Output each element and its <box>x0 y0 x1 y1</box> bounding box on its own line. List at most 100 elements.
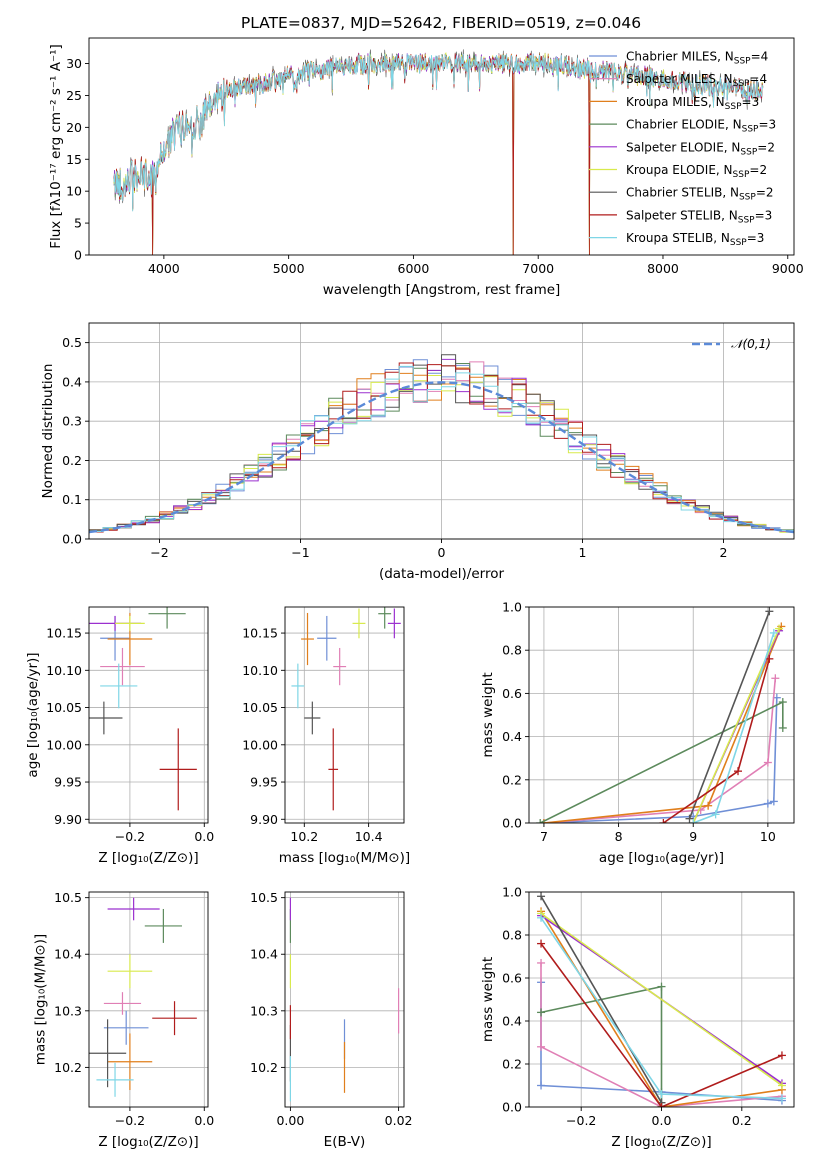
mass_vs_EBV-plot-area <box>289 897 400 1102</box>
spectrum-ytick-label: 10 <box>66 184 82 199</box>
legend-entry: Salpeter MILES, NSSP=4 <box>626 72 767 89</box>
weight_vs_Z-ytick-label: 0.6 <box>502 971 522 986</box>
mass_vs_EBV-xlabel: E(B-V) <box>324 1134 366 1150</box>
legend-entry-sub: SSP <box>738 215 755 225</box>
mass_vs_Z-point <box>103 992 142 1015</box>
weight_vs_age-marker <box>734 767 743 776</box>
spectrum-ytick-label: 5 <box>74 216 82 231</box>
spectrum-xtick-label: 9000 <box>772 261 804 276</box>
age_vs_Z-plot-area <box>89 607 197 811</box>
legend-entry-tail: =4 <box>749 72 767 86</box>
spectrum-ytick-label: 30 <box>66 56 82 71</box>
normal-reference-curve <box>89 381 794 534</box>
mass_vs_EBV-ytick-label: 10.5 <box>250 890 278 905</box>
residuals-xtick-label: −1 <box>291 545 309 560</box>
weight_vs_Z-series-line <box>540 943 783 1107</box>
weight_vs_Z-marker <box>537 939 546 948</box>
age_vs_Z-xtick-label: 0.0 <box>194 829 214 844</box>
weight_vs_age-marker <box>771 674 780 683</box>
residuals-ytick-label: 0.1 <box>62 492 82 507</box>
age_vs_Z-ytick-label: 10.10 <box>46 663 82 678</box>
mass_vs_Z-ytick-label: 10.5 <box>54 890 82 905</box>
legend-entry-base: Chabrier STELIB, N <box>626 186 739 200</box>
spectrum-xlabel: wavelength [Angstrom, rest frame] <box>323 282 561 298</box>
age_vs_mass-point <box>317 615 337 661</box>
legend-entry-tail: =3 <box>755 208 773 222</box>
weight_vs_age-xtick-label: 10 <box>760 829 776 844</box>
legend-entry-tail: =3 <box>742 95 760 109</box>
weight_vs_Z-ytick-label: 0.4 <box>502 1014 522 1029</box>
weight_vs_age-series-line <box>688 611 771 819</box>
spectrum-xtick-label: 5000 <box>273 261 305 276</box>
weight_vs_Z-marker <box>777 1094 786 1103</box>
residuals-frame <box>88 322 795 540</box>
mass_vs_EBV-ytick-label: 10.3 <box>250 1003 278 1018</box>
age_vs_Z-point <box>100 663 138 709</box>
age_vs_mass-point <box>291 663 305 709</box>
age_vs_Z-ytick-label: 9.95 <box>54 775 82 790</box>
residuals-xtick-label: 1 <box>579 545 587 560</box>
legend-entry-tail: =3 <box>747 231 765 245</box>
weight_vs_age-marker <box>775 624 784 633</box>
legend-entry-sub: SSP <box>730 238 747 248</box>
age_vs_mass-point <box>301 612 314 666</box>
weight_vs_Z-xtick-label: −0.2 <box>566 1113 596 1128</box>
mass_vs_Z-point <box>89 1019 127 1088</box>
age_vs_Z-point <box>148 607 186 629</box>
spectrum-xtick-label: 4000 <box>148 261 180 276</box>
legend-entry-tail: =2 <box>749 163 767 177</box>
legend-entry: Salpeter ELODIE, NSSP=2 <box>626 140 775 157</box>
weight_vs_Z-xtick-label: 0.0 <box>652 1113 672 1128</box>
legend-entry: Chabrier STELIB, NSSP=2 <box>626 186 774 203</box>
age_vs_Z-ytick-label: 10.00 <box>46 737 82 752</box>
mass_vs_Z-point <box>96 1062 134 1097</box>
weight_vs_age-frame <box>528 606 795 824</box>
weight_vs_age-marker <box>778 698 787 707</box>
legend-entry-sub: SSP <box>734 57 751 67</box>
age_vs_mass-ytick-label: 10.15 <box>242 626 278 641</box>
age_vs_Z-point <box>100 647 145 686</box>
weight_vs_Z-marker <box>537 913 546 922</box>
weight_vs_Z-marker <box>537 1008 546 1017</box>
weight_vs_Z-series-line <box>540 895 663 1104</box>
legend-entry-base: Salpeter MILES, N <box>626 72 733 86</box>
mass_vs_Z-point <box>152 1001 197 1036</box>
age_vs_Z-point <box>159 728 197 811</box>
weight_vs_age-series-line <box>543 626 783 823</box>
legend-entry-tail: =3 <box>758 118 776 132</box>
age_vs_mass-ytick-label: 10.00 <box>242 737 278 752</box>
age_vs_mass-axes: 10.2 10.4 9.90 9.95 10.00 10.05 10.10 10.15 mass… <box>242 606 410 866</box>
age_vs_mass-ytick-label: 9.95 <box>250 775 278 790</box>
spectrum-frame <box>88 37 795 256</box>
weight_vs_age-xtick-label: 7 <box>540 829 548 844</box>
residual-hist-step <box>89 365 794 534</box>
legend-entry-sub: SSP <box>733 170 750 180</box>
mass_vs_EBV-ytick-label: 10.4 <box>250 947 278 962</box>
age_vs_Z-xlabel: Z [log₁₀(Z/Z⊙)] <box>98 850 198 866</box>
age_vs_Z-axes: −0.2 0.0 9.90 9.95 10.00 10.05 10.10 10.15 Z [lo… <box>25 606 214 866</box>
weight_vs_age-marker <box>765 654 774 663</box>
weight_vs_Z-xlabel: Z [log₁₀(Z/Z⊙)] <box>611 1134 711 1150</box>
legend-entry: Chabrier MILES, NSSP=4 <box>626 50 768 67</box>
spectrum-series-line <box>113 53 764 212</box>
residuals-xtick-label: 0 <box>438 545 446 560</box>
mass_vs_Z-axes: −0.2 0.0 10.2 10.3 10.4 10.5 Z [log₁₀(Z/Z⊙)] ma… <box>33 890 215 1150</box>
spectrum-axes: 4000 5000 6000 7000 8000 9000 0 5 10 15 20 25 30 wave… <box>48 37 804 298</box>
residuals-xlabel: (data-model)/error <box>379 566 505 582</box>
weight_vs_Z-plot-area <box>537 892 786 1107</box>
weight_vs_age-ytick-label: 0.8 <box>502 643 522 658</box>
spectrum-plot-area <box>113 49 764 255</box>
residuals-ylabel: Normed distribution <box>40 364 56 499</box>
mass_vs_Z-ylabel: mass [log₁₀(M/M⊙)] <box>33 934 49 1065</box>
weight_vs_age-marker <box>763 758 772 767</box>
weight_vs_Z-ylabel: mass weight <box>480 957 496 1042</box>
residuals-ytick-label: 0.4 <box>62 374 82 389</box>
weight_vs_age-marker <box>765 607 774 616</box>
age_vs_mass-point <box>378 607 392 629</box>
age_vs_mass-frame <box>284 606 405 824</box>
legend-entry-tail: =4 <box>751 50 769 64</box>
mass_vs_Z-ytick-label: 10.4 <box>54 947 82 962</box>
residuals-ytick-label: 0.2 <box>62 453 82 468</box>
mass_vs_Z-xtick-label: 0.0 <box>194 1113 214 1128</box>
figure-title: PLATE=0837, MJD=52642, FIBERID=0519, z=0… <box>241 14 641 32</box>
